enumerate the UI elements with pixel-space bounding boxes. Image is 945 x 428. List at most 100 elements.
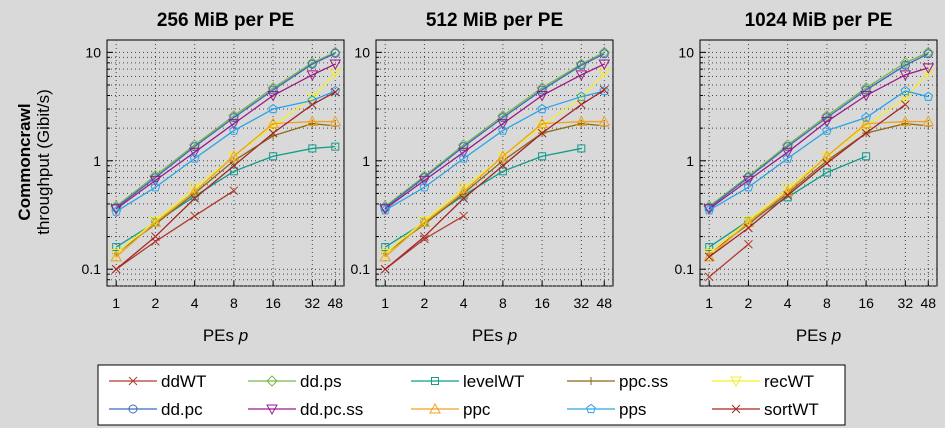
point-dd.pc <box>229 113 239 123</box>
point-pps <box>111 206 122 216</box>
point-dd.pc <box>900 60 910 70</box>
point-levelWT <box>331 142 340 151</box>
point-dd.pc.ss <box>306 70 319 81</box>
grid <box>376 40 613 287</box>
point-ppc <box>536 117 548 129</box>
series-line-dd.pc.ss <box>708 67 929 210</box>
point-ppc <box>188 185 201 197</box>
point-sortWT <box>498 161 508 171</box>
point-dd.pc.ss <box>457 147 470 159</box>
point-ddWT <box>744 239 753 249</box>
point-ddWT <box>704 272 714 282</box>
point-dd.pc <box>498 113 508 123</box>
point-pps <box>229 125 239 135</box>
legend-box <box>97 364 846 426</box>
series-sortWT <box>111 87 340 274</box>
series-line-ppc <box>384 120 605 258</box>
legend-marker <box>587 377 595 385</box>
point-sortWT <box>822 158 832 168</box>
point-sortWT <box>111 264 121 274</box>
point-levelWT <box>862 152 871 161</box>
point-sortWT <box>744 223 753 233</box>
y-tick-label: 0.1 <box>675 261 695 277</box>
legend-label: dd.pc <box>161 400 203 419</box>
point-recWT <box>899 93 912 104</box>
point-dd.pc <box>861 85 871 95</box>
series-ppc <box>110 115 342 262</box>
point-pps <box>537 103 547 114</box>
point-pps <box>498 125 508 135</box>
x-tick-label: 32 <box>305 295 321 311</box>
point-sortWT <box>599 85 609 95</box>
y-tick-label: 0.1 <box>82 261 102 277</box>
point-ddWT <box>190 211 200 221</box>
y-tick-label: 1 <box>362 153 370 169</box>
x-axis-label: PEs p <box>796 326 841 345</box>
series-line-pps <box>384 90 605 211</box>
legend-entry-levelWT: levelWT <box>411 372 524 391</box>
point-pps <box>380 205 391 215</box>
x-tick-label: 4 <box>191 295 199 311</box>
legend-label: dd.pc.ss <box>300 400 363 419</box>
x-tick-label: 2 <box>745 295 753 311</box>
x-tick-label: 8 <box>499 295 507 311</box>
legend-label: ddWT <box>161 372 206 391</box>
point-levelWT <box>269 152 278 161</box>
legend-label: ppc <box>463 400 491 419</box>
legend-marker <box>266 404 278 416</box>
point-levelWT <box>538 152 547 161</box>
legend-marker <box>731 404 741 414</box>
point-ppc <box>922 115 935 127</box>
point-sortWT <box>861 128 871 138</box>
point-dd.pc.ss <box>267 91 279 102</box>
legend-label: recWT <box>764 372 814 391</box>
x-tick-label: 1 <box>112 295 120 311</box>
x-axis-label: PEs p <box>472 326 517 345</box>
point-ppc <box>379 250 392 262</box>
x-tick-label: 1 <box>705 295 713 311</box>
x-tick-label: 8 <box>230 295 238 311</box>
legend-marker <box>266 375 278 387</box>
series-ddWT <box>704 239 753 282</box>
series-line-ppc <box>115 120 336 258</box>
point-dd.ps <box>497 110 509 122</box>
point-ddWT <box>229 186 239 196</box>
x-tick-label: 2 <box>152 295 160 311</box>
point-ppc <box>703 250 716 262</box>
chart-title: 256 MiB per PE <box>157 10 294 31</box>
series-line-dd.pc <box>384 53 605 209</box>
point-sortWT <box>576 100 586 109</box>
point-ppc <box>306 115 319 127</box>
point-ppc <box>742 216 755 227</box>
point-dd.ps <box>781 139 794 151</box>
legend-marker <box>128 404 138 414</box>
point-dd.pc <box>923 49 933 59</box>
point-pps <box>576 91 587 101</box>
point-dd.ps <box>457 139 470 151</box>
series-line-ddWT <box>708 243 749 278</box>
point-recWT <box>922 68 935 79</box>
point-levelWT <box>229 167 238 176</box>
point-ppc <box>821 150 833 161</box>
point-dd.pc <box>576 60 586 70</box>
point-pps <box>599 85 610 96</box>
point-ppc <box>860 117 872 129</box>
point-sortWT <box>420 232 429 241</box>
point-sortWT <box>268 128 278 138</box>
point-ppc <box>149 216 162 227</box>
chart-title: 1024 MiB per PE <box>745 10 893 31</box>
point-recWT <box>306 93 319 104</box>
legend-label: pps <box>619 400 646 419</box>
point-pps <box>923 91 934 101</box>
point-dd.pc <box>190 142 200 152</box>
point-dd.pc.ss <box>899 70 912 81</box>
grid <box>700 40 937 287</box>
y-tick-label: 1 <box>93 153 101 169</box>
point-sortWT <box>190 194 200 203</box>
point-dd.pc.ss <box>742 175 755 187</box>
series-pps <box>704 85 934 215</box>
point-ppc <box>267 117 279 129</box>
legend-entry-ddWT: ddWT <box>109 372 206 391</box>
